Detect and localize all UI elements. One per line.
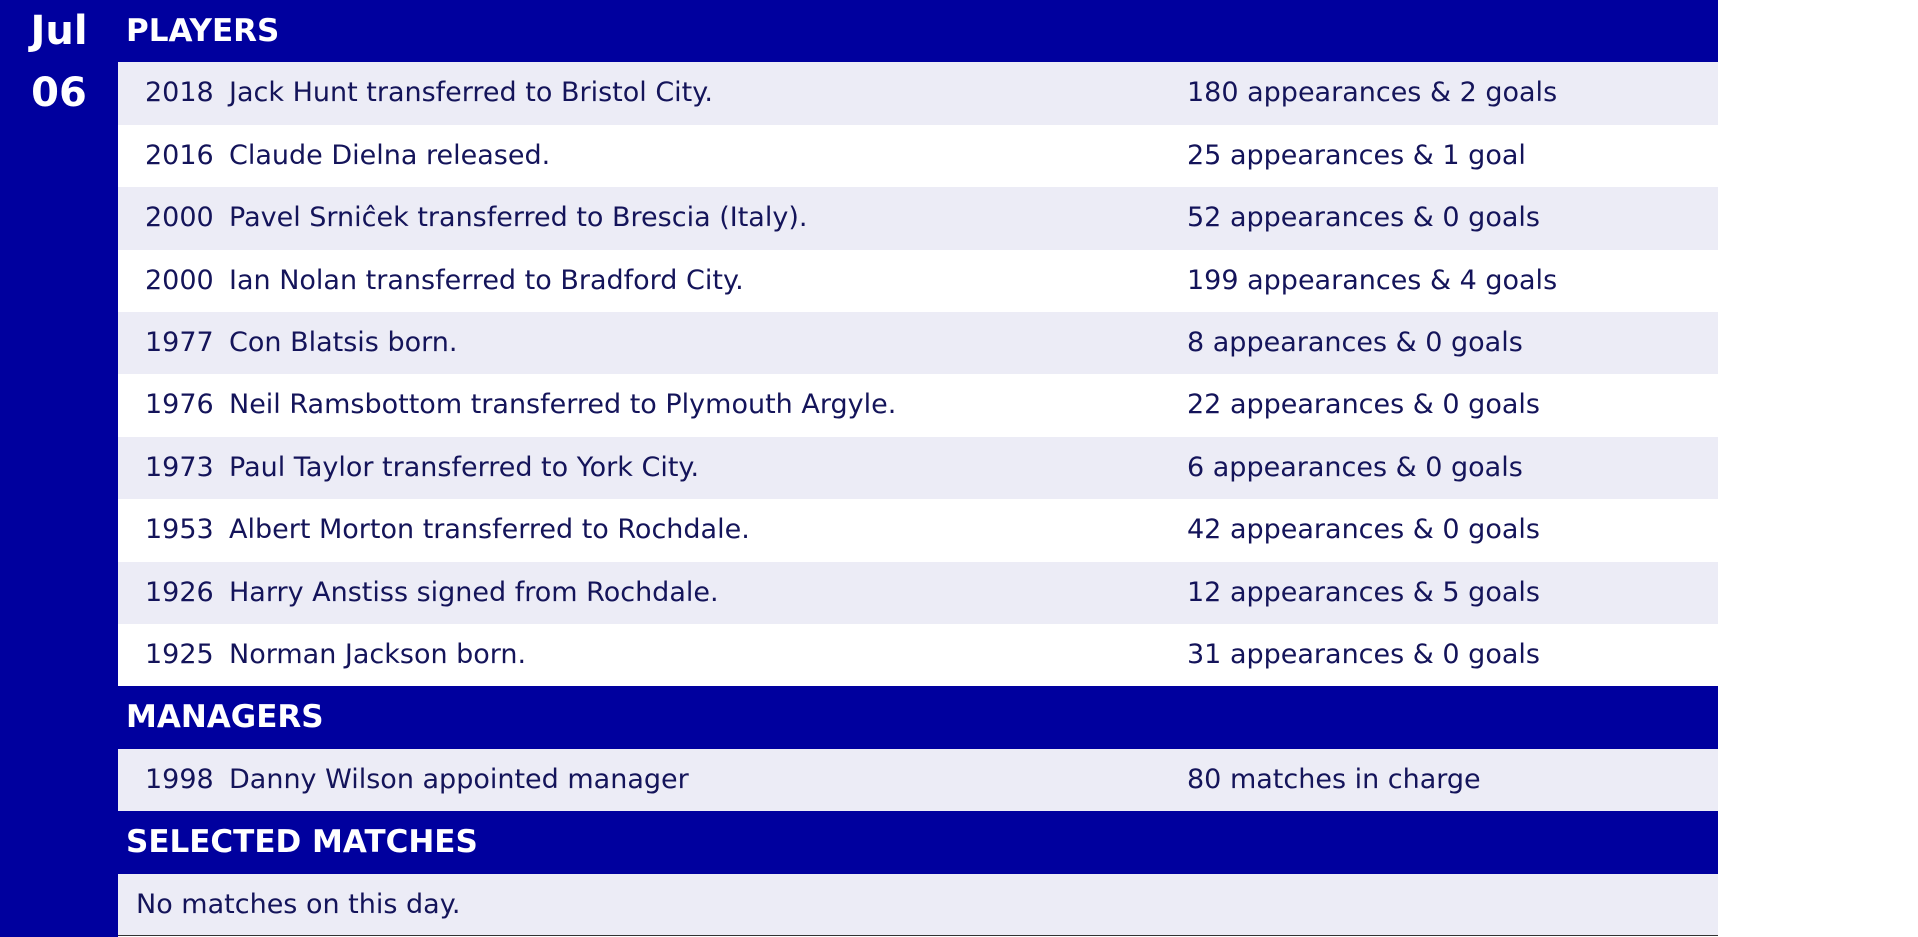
event-text: Albert Morton transferred to Rochdale.	[229, 514, 750, 546]
date-column: Jul 06	[0, 0, 118, 937]
event-text: Jack Hunt transferred to Bristol City.	[229, 77, 713, 109]
year: 1953	[145, 514, 214, 546]
month: Jul	[30, 8, 88, 54]
empty-note-row: No matches on this day.	[118, 873, 1718, 936]
event-text: Danny Wilson appointed manager	[229, 763, 689, 795]
event-row: 1926 Harry Anstiss signed from Rochdale. 1…	[118, 561, 1718, 624]
event-text: Neil Ramsbottom transferred to Plymouth …	[229, 389, 897, 421]
event-stats: 22 appearances & 0 goals	[1187, 389, 1540, 421]
event-stats: 180 appearances & 2 goals	[1187, 77, 1558, 109]
event-stats: 31 appearances & 0 goals	[1187, 639, 1540, 670]
event-stats: 6 appearances & 0 goals	[1187, 451, 1523, 483]
event-row: 2018 Jack Hunt transferred to Bristol Cit…	[118, 62, 1718, 125]
section-header: PLAYERS	[118, 0, 1718, 63]
event-text: Claude Dielna released.	[229, 139, 551, 171]
year: 1998	[145, 763, 214, 795]
section-header: SELECTED MATCHES	[118, 811, 1718, 874]
year: 1973	[145, 451, 214, 483]
event-text: Ian Nolan transferred to Bradford City.	[229, 264, 744, 296]
event-stats: 25 appearances & 1 goal	[1187, 139, 1526, 171]
event-text: Paul Taylor transferred to York City.	[229, 451, 700, 483]
year: 2016	[145, 139, 214, 171]
event-text: Pavel Srniĉek transferred to Brescia (It…	[229, 202, 808, 234]
event-row: 1925 Norman Jackson born. 31 appearances &…	[118, 624, 1718, 687]
event-row: 2016 Claude Dielna released. 25 appearance…	[118, 124, 1718, 188]
year: 1976	[145, 389, 214, 421]
event-row: 2000 Ian Nolan transferred to Bradford Ci…	[118, 249, 1718, 312]
day: 06	[31, 70, 87, 116]
event-stats: 12 appearances & 5 goals	[1187, 576, 1540, 608]
event-row: 1953 Albert Morton transferred to Rochdal…	[118, 499, 1718, 562]
event-row: 1998 Danny Wilson appointed manager 80 mat…	[118, 748, 1718, 812]
event-row: 1976 Neil Ramsbottom transferred to Plymo…	[118, 374, 1718, 437]
event-stats: 199 appearances & 4 goals	[1187, 264, 1558, 296]
event-row: 1977 Con Blatsis born. 8 appearances & 0 g…	[118, 312, 1718, 375]
year: 1925	[145, 639, 214, 670]
event-row: 1973 Paul Taylor transferred to York City…	[118, 436, 1718, 500]
event-row: 2000 Pavel Srniĉek transferred to Brescia…	[118, 187, 1718, 250]
year: 2000	[145, 202, 214, 234]
event-stats: 80 matches in charge	[1187, 763, 1481, 795]
year: 2018	[145, 77, 214, 109]
event-text: Harry Anstiss signed from Rochdale.	[229, 576, 719, 608]
event-stats: 42 appearances & 0 goals	[1187, 514, 1540, 546]
event-stats: 52 appearances & 0 goals	[1187, 202, 1540, 234]
event-text: Con Blatsis born.	[229, 327, 458, 358]
event-stats: 8 appearances & 0 goals	[1187, 327, 1523, 358]
event-text: Norman Jackson born.	[229, 639, 527, 670]
year: 1977	[145, 327, 214, 358]
empty-note: No matches on this day.	[136, 888, 461, 920]
year: 1926	[145, 576, 214, 608]
year: 2000	[145, 264, 214, 296]
section-header: MANAGERS	[118, 686, 1718, 749]
